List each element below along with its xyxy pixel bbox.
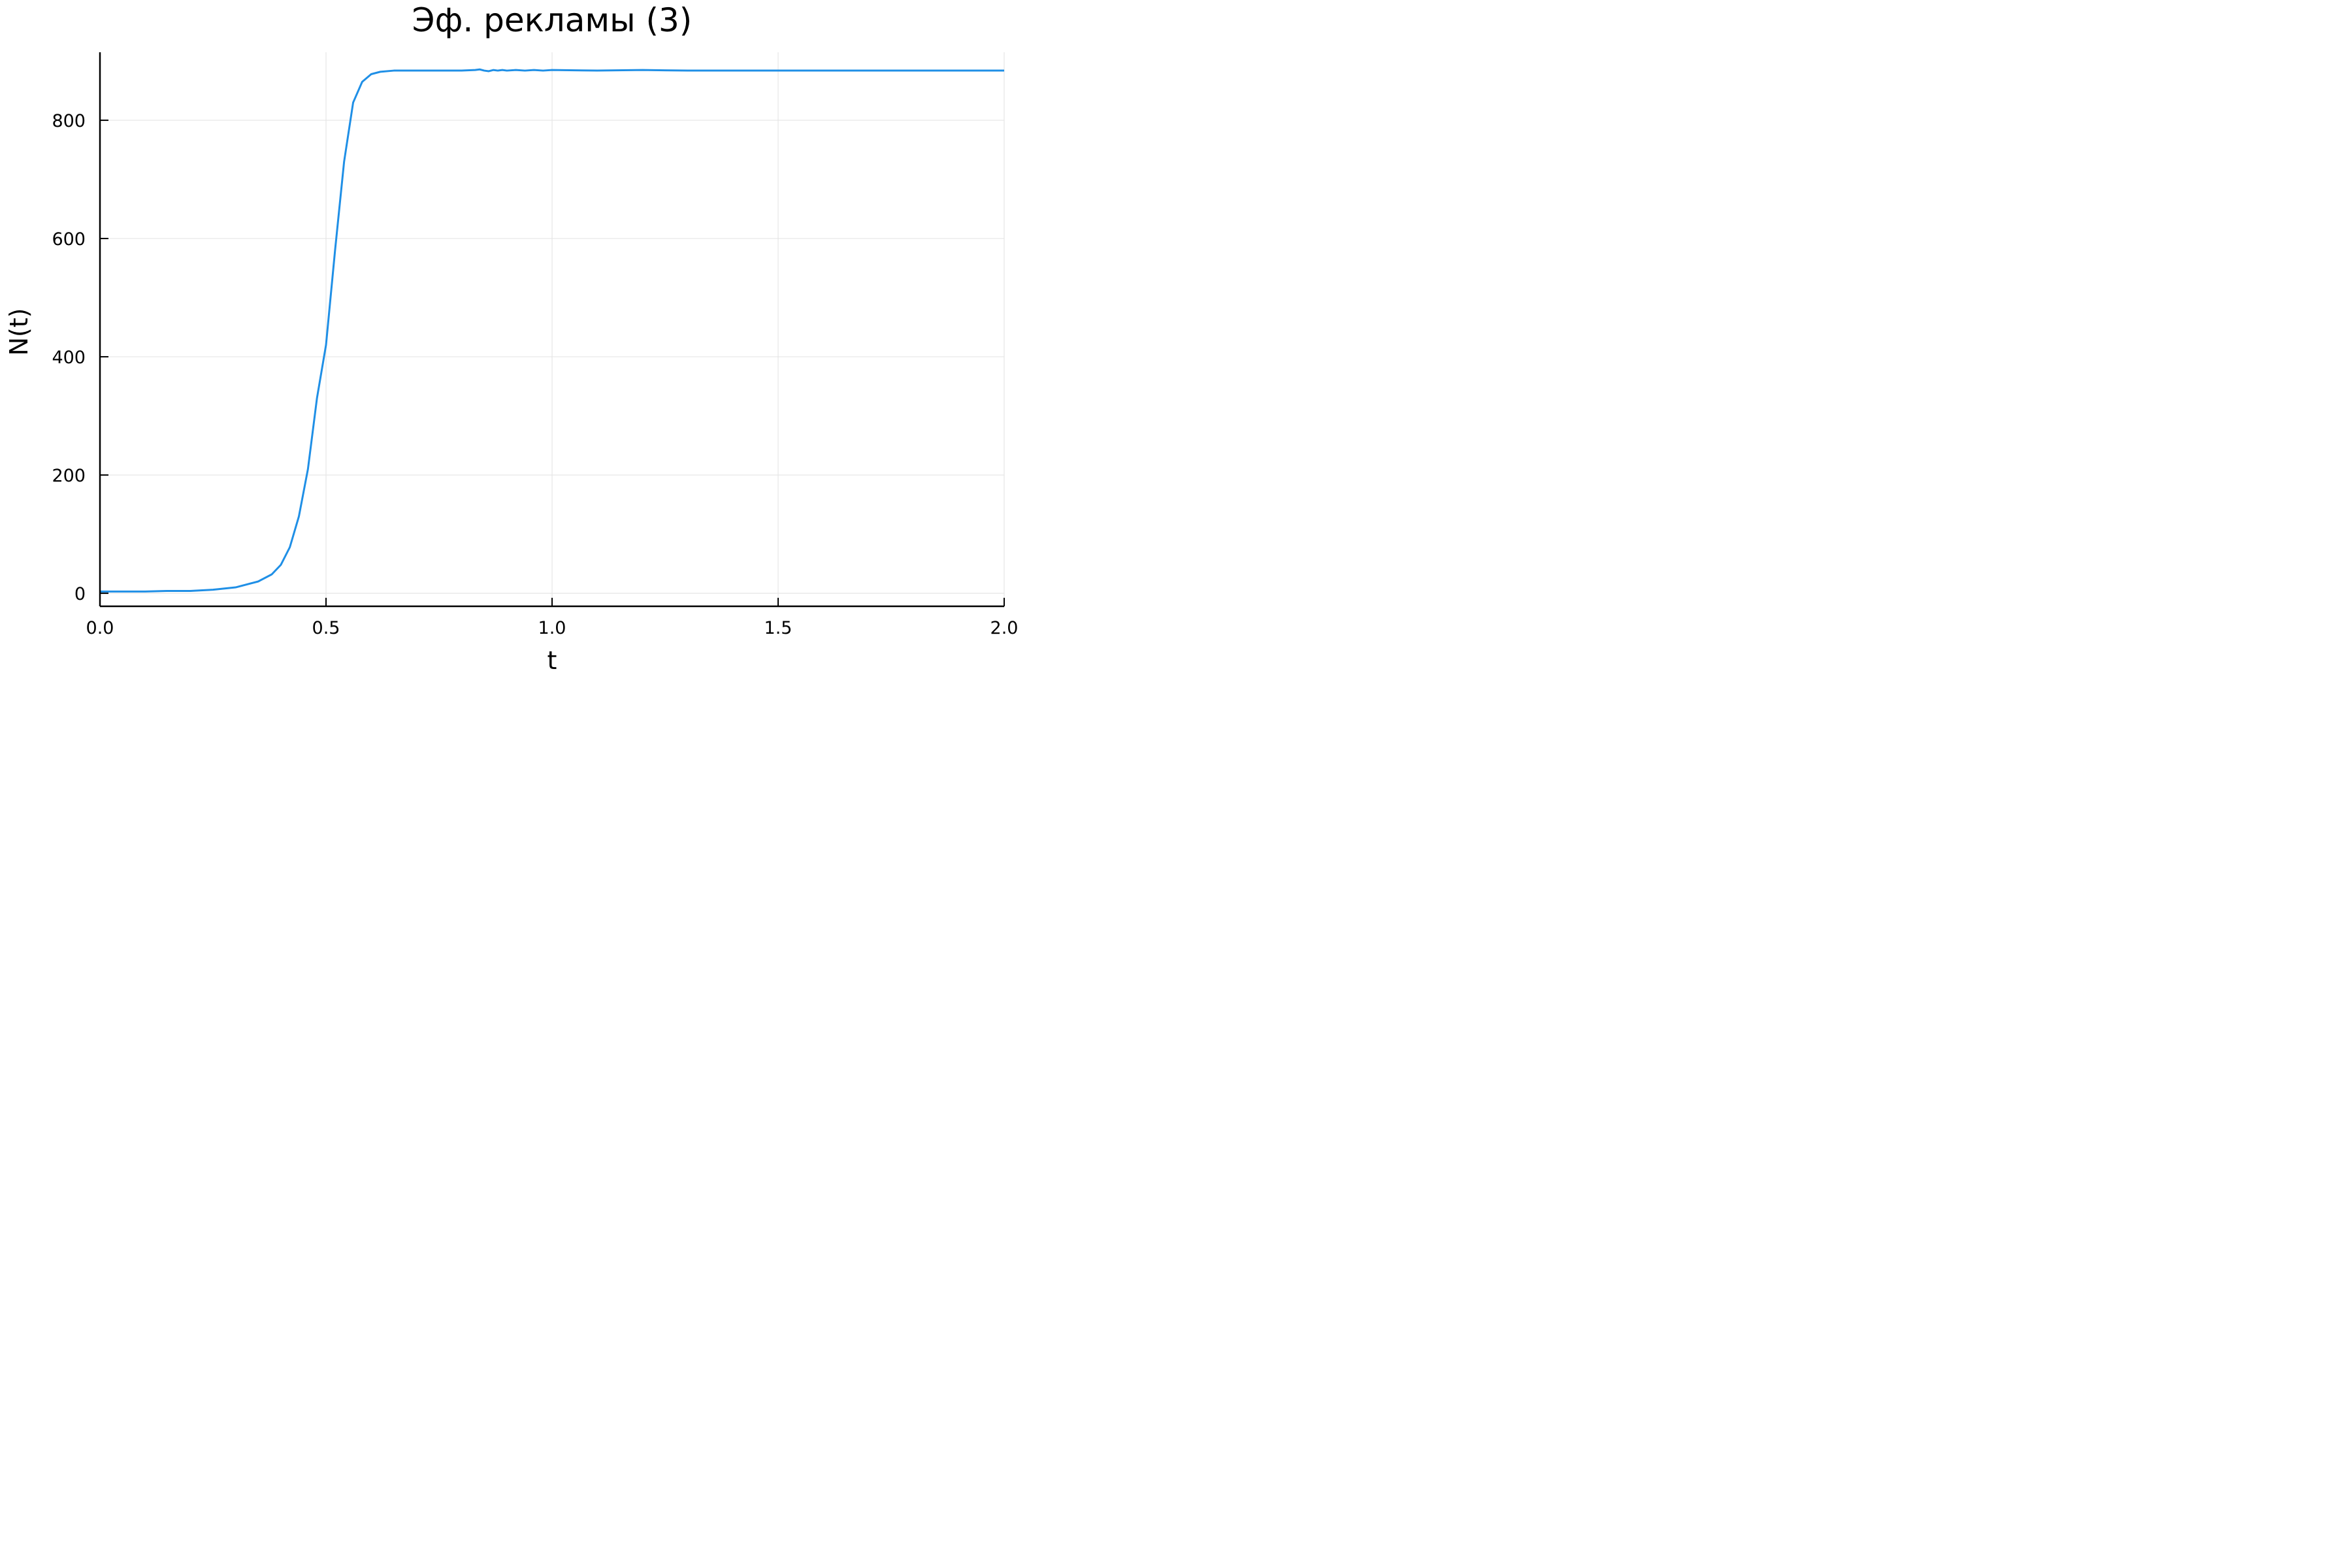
y-axis-title: N(t) — [5, 308, 33, 356]
x-tick-label: 1.0 — [538, 618, 566, 638]
y-tick-label: 800 — [52, 111, 86, 131]
series-line — [100, 68, 1004, 593]
x-tick-label: 1.5 — [764, 618, 792, 638]
y-tick-label: 0 — [74, 584, 86, 604]
axes — [99, 52, 1005, 608]
x-tick-label: 2.0 — [990, 618, 1019, 638]
chart-title: Эф. рекламы (3) — [412, 1, 693, 39]
chart: 0.0 0.5 1.0 1.5 2.0 0 200 400 600 800 Эф. рекламы… — [5, 1, 1018, 675]
x-tick-label: 0.0 — [86, 618, 114, 638]
x-tick-label: 0.5 — [312, 618, 340, 638]
y-tick-label: 400 — [52, 348, 86, 368]
x-axis-title: t — [547, 646, 557, 675]
y-tick-label: 600 — [52, 229, 86, 250]
tick-labels: 0.0 0.5 1.0 1.5 2.0 0 200 400 600 800 — [52, 111, 1018, 638]
y-tick-label: 200 — [52, 466, 86, 486]
grid — [99, 52, 1005, 606]
